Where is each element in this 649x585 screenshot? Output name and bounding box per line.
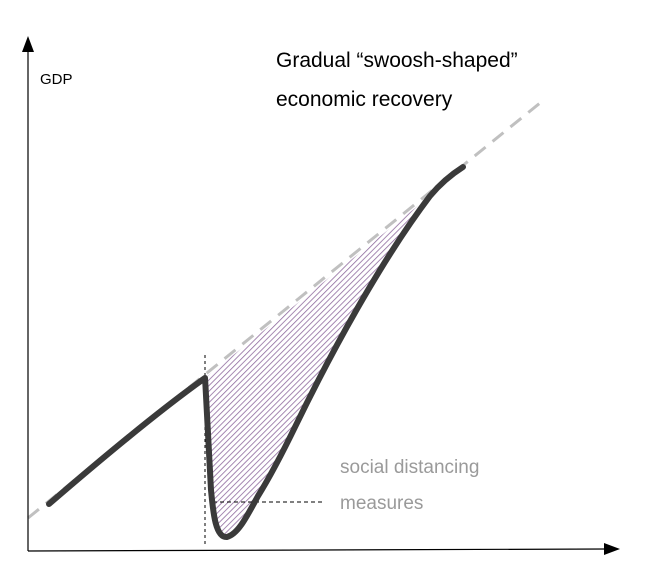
x-axis-arrow <box>604 543 620 555</box>
annotation-line-2: measures <box>340 493 423 514</box>
annotation-line-1: social distancing <box>340 457 479 478</box>
y-axis-label: GDP <box>40 71 73 88</box>
lost-output-hatched-area <box>205 196 430 538</box>
x-axis <box>27 548 607 552</box>
y-axis-arrow <box>22 36 34 52</box>
chart-title-line-1: Gradual “swoosh-shaped” <box>276 49 518 72</box>
gdp-curve <box>46 164 466 540</box>
trend-line <box>27 101 541 520</box>
chart-title-line-2: economic recovery <box>276 88 453 111</box>
